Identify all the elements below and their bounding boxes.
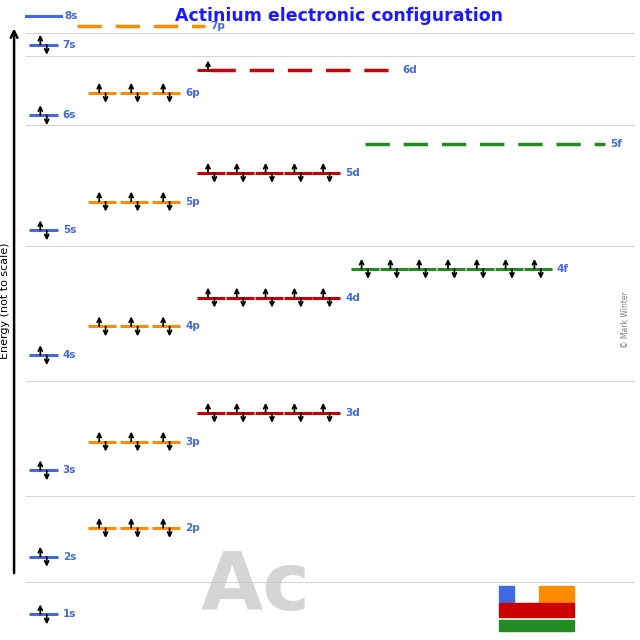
Text: 7s: 7s bbox=[63, 40, 76, 50]
Text: 4s: 4s bbox=[63, 350, 76, 360]
Bar bbox=[499, 603, 575, 617]
Text: 4p: 4p bbox=[186, 321, 200, 332]
Text: Energy (not to scale): Energy (not to scale) bbox=[0, 243, 10, 359]
Text: 4f: 4f bbox=[557, 264, 569, 274]
Bar bbox=[499, 586, 513, 602]
Text: 2s: 2s bbox=[63, 552, 76, 562]
Text: © Mark Winter: © Mark Winter bbox=[621, 292, 630, 348]
Text: 3s: 3s bbox=[63, 465, 76, 476]
Bar bbox=[539, 586, 575, 602]
Text: 3p: 3p bbox=[186, 436, 200, 447]
Text: 2p: 2p bbox=[186, 523, 200, 533]
Text: 6s: 6s bbox=[63, 110, 76, 120]
Text: 1s: 1s bbox=[63, 609, 76, 620]
Text: 3d: 3d bbox=[346, 408, 360, 418]
Text: 5d: 5d bbox=[346, 168, 360, 178]
Text: 6d: 6d bbox=[402, 65, 417, 76]
Text: Actinium electronic configuration: Actinium electronic configuration bbox=[175, 7, 503, 25]
Bar bbox=[499, 620, 575, 631]
Text: Ac: Ac bbox=[201, 549, 311, 627]
Text: 5p: 5p bbox=[186, 196, 200, 207]
Text: 5f: 5f bbox=[610, 139, 622, 149]
Text: 5s: 5s bbox=[63, 225, 76, 236]
Text: 4d: 4d bbox=[346, 292, 360, 303]
Text: 6p: 6p bbox=[186, 88, 200, 98]
Text: 8s: 8s bbox=[64, 11, 77, 21]
Text: 7p: 7p bbox=[210, 20, 225, 31]
